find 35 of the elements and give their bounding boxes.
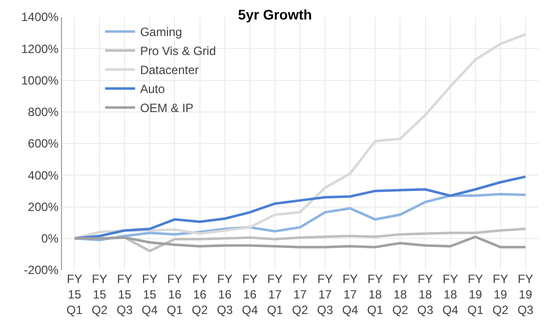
y-tick-label: 1200% <box>21 42 59 56</box>
chart-title: 5yr Growth <box>238 6 312 23</box>
x-tick-label: FY 15 Q2 <box>92 272 108 318</box>
y-tick-label: 600% <box>28 136 59 151</box>
x-tick-label: FY 15 Q1 <box>66 272 83 318</box>
x-tick-label: FY 16 Q3 <box>216 272 234 318</box>
y-tick-label: -200% <box>24 263 59 278</box>
x-tick-label: FY 18 Q2 <box>392 272 409 318</box>
x-tick-label: FY 17 Q4 <box>342 272 358 318</box>
line-series <box>73 236 527 248</box>
y-tick-label: 400% <box>28 168 59 182</box>
x-tick-label: FY 16 Q1 <box>166 272 184 318</box>
x-tick-label: FY 17 Q1 <box>266 272 284 318</box>
y-tick-label: 1400% <box>21 10 59 24</box>
x-tick-label: FY 19 Q1 <box>467 272 484 318</box>
legend-label: Auto <box>140 82 166 96</box>
x-tick-label: FY 18 Q1 <box>367 272 384 318</box>
x-tick-label: FY 16 Q4 <box>242 272 258 318</box>
x-tick-label: FY 18 Q3 <box>417 272 434 318</box>
x-tick-label: FY 17 Q3 <box>317 272 334 318</box>
y-tick-label: 0% <box>41 232 59 246</box>
y-tick-label: 800% <box>28 105 59 120</box>
legend-label: Gaming <box>140 25 182 40</box>
legend-label: OEM & IP <box>140 101 194 116</box>
legend-label: Datacenter <box>140 63 199 78</box>
x-tick-label: FY 19 Q3 <box>517 272 534 318</box>
y-tick-label: 200% <box>28 200 59 214</box>
x-tick-label: FY 17 Q2 <box>292 272 308 318</box>
x-tick-label: FY 18 Q4 <box>442 272 459 318</box>
x-tick-label: FY 19 Q2 <box>492 272 509 318</box>
legend-label: Pro Vis & Grid <box>140 44 216 58</box>
y-tick-label: 1000% <box>21 73 59 88</box>
x-tick-label: FY 15 Q3 <box>116 272 133 318</box>
x-tick-label: FY 15 Q4 <box>142 272 158 318</box>
x-tick-label: FY 16 Q2 <box>192 272 208 318</box>
